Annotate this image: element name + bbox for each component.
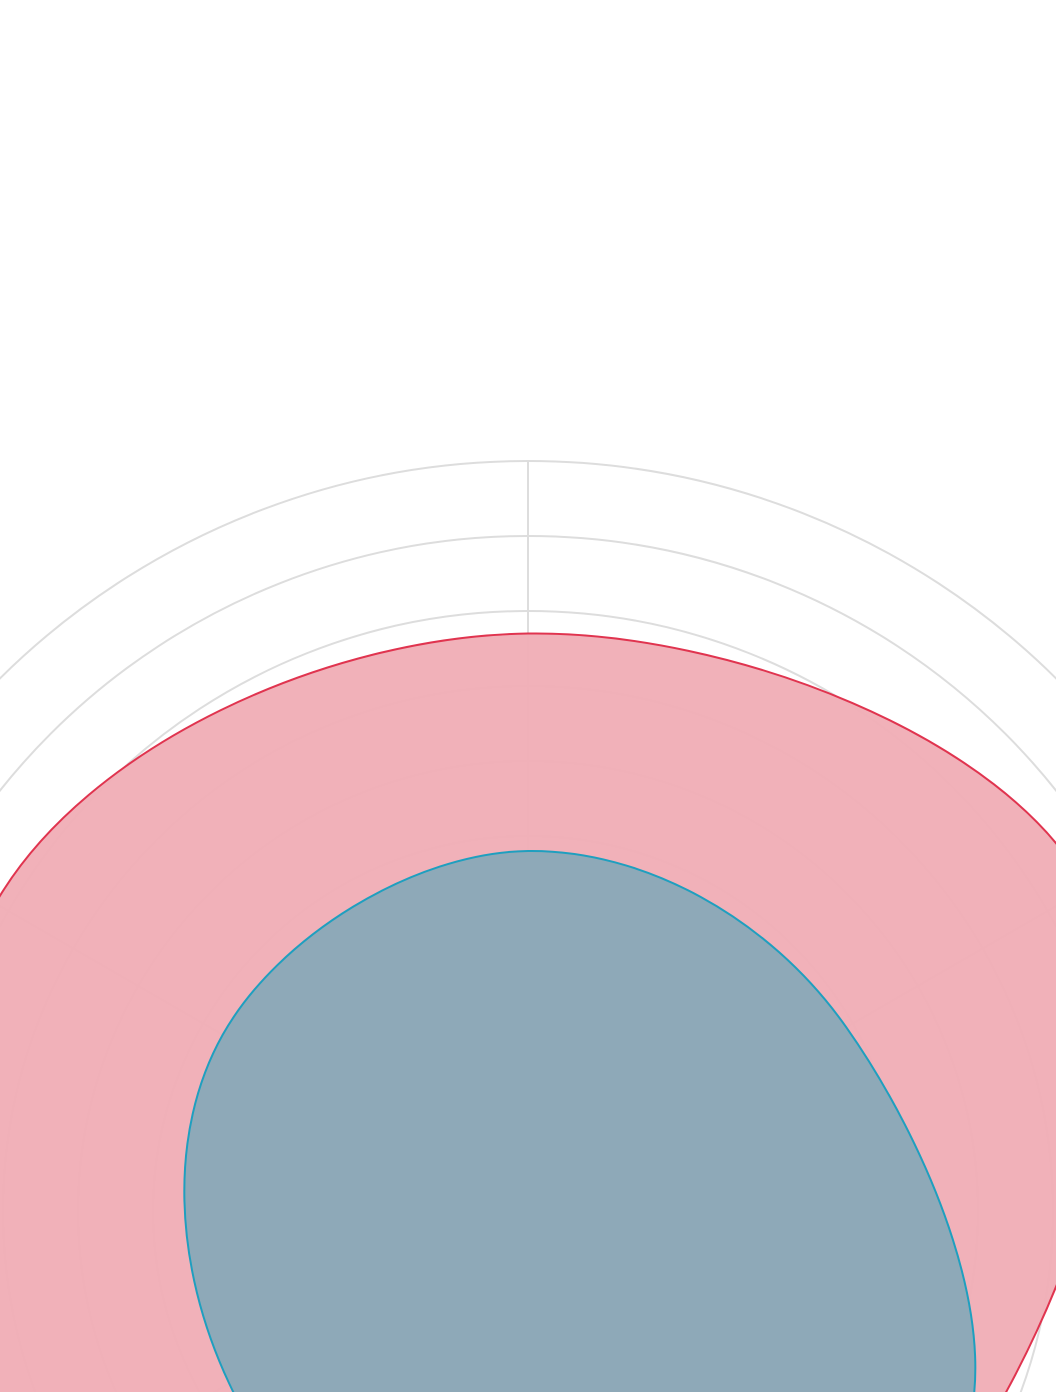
series-layer xyxy=(0,632,1056,1392)
series-area-2 xyxy=(183,849,977,1392)
